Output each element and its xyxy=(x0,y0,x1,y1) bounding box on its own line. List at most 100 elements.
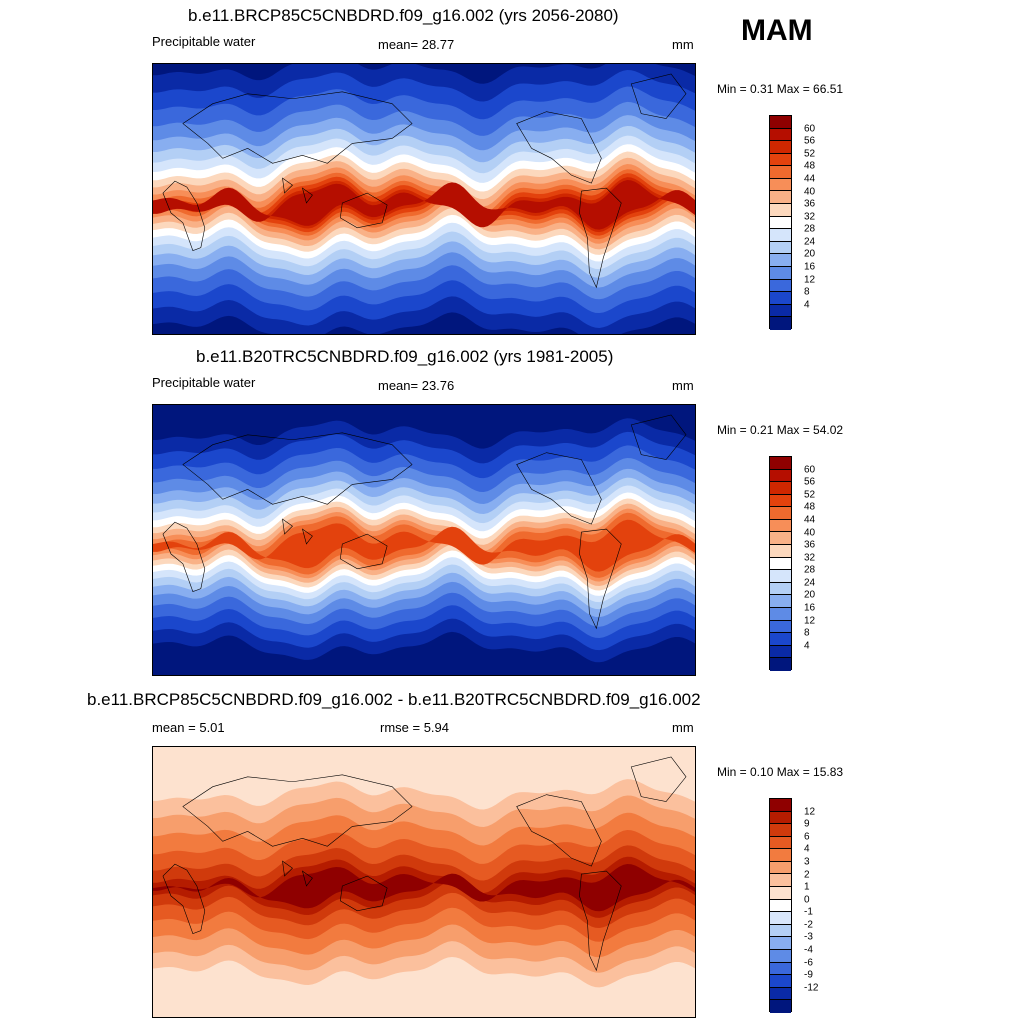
coastline xyxy=(339,875,388,912)
coastline xyxy=(282,860,313,887)
colorbar-tick-label: 1 xyxy=(804,881,810,893)
colorbar-box xyxy=(770,241,791,255)
colorbar-box xyxy=(770,912,791,925)
panel-1-minmax: Min = 0.31 Max = 66.51 xyxy=(717,82,844,96)
colorbar-box xyxy=(770,507,791,520)
colorbar-tick-label: 9 xyxy=(804,818,810,830)
panel-2-minmax: Min = 0.21 Max = 54.02 xyxy=(717,423,844,437)
colorbar-box xyxy=(770,570,791,583)
colorbar-box xyxy=(770,216,791,230)
colorbar-box xyxy=(770,457,791,470)
coastline xyxy=(339,192,388,229)
colorbar-tick-label: 8 xyxy=(804,627,810,639)
colorbar-tick-label: 40 xyxy=(804,527,816,539)
panel-1-title: b.e11.BRCP85C5CNBDRD.f09_g16.002 (yrs 20… xyxy=(188,6,619,25)
colorbar-box xyxy=(770,494,791,508)
colorbar-tick-label: -12 xyxy=(804,982,819,994)
panel-1-mean-label: mean= 28.77 xyxy=(378,37,455,52)
colorbar-box xyxy=(770,620,791,634)
colorbar-box xyxy=(770,292,791,305)
colorbar-tick-label: 4 xyxy=(804,843,810,855)
colorbar-box xyxy=(770,937,791,950)
colorbar-box xyxy=(770,861,791,875)
panel-3-map xyxy=(152,746,696,1018)
colorbar-tick-label: 36 xyxy=(804,198,816,210)
colorbar-box xyxy=(770,204,791,217)
colorbar-tick-label: 56 xyxy=(804,135,816,147)
coastline xyxy=(162,863,206,935)
colorbar-box xyxy=(770,874,791,888)
colorbar-tick-label: 28 xyxy=(804,223,816,235)
season-label: MAM xyxy=(741,14,813,47)
colorbar-box xyxy=(770,469,791,483)
panel-3-colorbar xyxy=(769,798,792,1013)
colorbar-tick-label: 24 xyxy=(804,236,816,248)
panel-1-colorbar xyxy=(769,115,792,330)
colorbar-tick-label: 16 xyxy=(804,261,816,273)
colorbar-box xyxy=(770,519,791,533)
colorbar-tick-label: 6 xyxy=(804,831,810,843)
panel-2-map xyxy=(152,404,696,676)
coastline xyxy=(182,774,413,847)
coastline xyxy=(516,794,602,867)
colorbar-box xyxy=(770,178,791,192)
colorbar-box xyxy=(770,153,791,167)
colorbar-tick-label: 48 xyxy=(804,160,816,172)
coastline xyxy=(282,177,313,204)
colorbar-box xyxy=(770,304,791,318)
colorbar-box xyxy=(770,949,791,963)
colorbar-tick-label: -9 xyxy=(804,969,813,981)
coastline xyxy=(630,414,687,460)
colorbar-box xyxy=(770,582,791,596)
contour-band xyxy=(153,864,695,912)
colorbar-tick-label: 48 xyxy=(804,501,816,513)
colorbar-tick-label: 60 xyxy=(804,464,816,476)
panel-3-map-field xyxy=(153,747,695,1017)
colorbar-box xyxy=(770,166,791,179)
colorbar-tick-label: 4 xyxy=(804,299,810,311)
panel-2-units-label: mm xyxy=(672,378,694,393)
colorbar-tick-label: -2 xyxy=(804,919,813,931)
colorbar-box xyxy=(770,116,791,129)
colorbar-tick-label: 60 xyxy=(804,123,816,135)
contour-band xyxy=(153,519,695,572)
colorbar-tick-label: 3 xyxy=(804,856,810,868)
colorbar-box xyxy=(770,1000,791,1013)
colorbar-tick-label: -4 xyxy=(804,944,813,956)
colorbar-box xyxy=(770,607,791,621)
coastline xyxy=(182,91,413,164)
contour-band xyxy=(153,180,695,230)
panel-2-variable-label: Precipitable water xyxy=(152,375,256,390)
colorbar-box xyxy=(770,191,791,205)
colorbar-tick-label: 32 xyxy=(804,211,816,223)
coastline xyxy=(516,452,602,525)
colorbar-box xyxy=(770,532,791,546)
coastline xyxy=(182,432,413,505)
panel-3-minmax: Min = 0.10 Max = 15.83 xyxy=(717,765,844,779)
coastline xyxy=(162,521,206,593)
colorbar-tick-label: 4 xyxy=(804,640,810,652)
colorbar-tick-label: 52 xyxy=(804,148,816,160)
colorbar-tick-label: 36 xyxy=(804,539,816,551)
colorbar-tick-label: 12 xyxy=(804,615,816,627)
colorbar-tick-label: 0 xyxy=(804,894,810,906)
colorbar-box xyxy=(770,229,791,242)
colorbar-box xyxy=(770,799,791,812)
coastline xyxy=(630,756,687,802)
panel-1-map xyxy=(152,63,696,335)
panel-2-title: b.e11.B20TRC5CNBDRD.f09_g16.002 (yrs 198… xyxy=(196,347,614,366)
colorbar-tick-label: 32 xyxy=(804,552,816,564)
colorbar-box xyxy=(770,899,791,913)
colorbar-tick-label: -1 xyxy=(804,906,813,918)
colorbar-box xyxy=(770,317,791,330)
colorbar-tick-label: 2 xyxy=(804,869,810,881)
panel-1-map-field xyxy=(153,64,695,334)
colorbar-box xyxy=(770,545,791,558)
coastline xyxy=(579,870,622,972)
coastline xyxy=(579,187,622,289)
panel-3-rmse-label: rmse = 5.94 xyxy=(380,720,450,735)
colorbar-tick-label: 28 xyxy=(804,564,816,576)
colorbar-box xyxy=(770,975,791,988)
colorbar-box xyxy=(770,836,791,850)
